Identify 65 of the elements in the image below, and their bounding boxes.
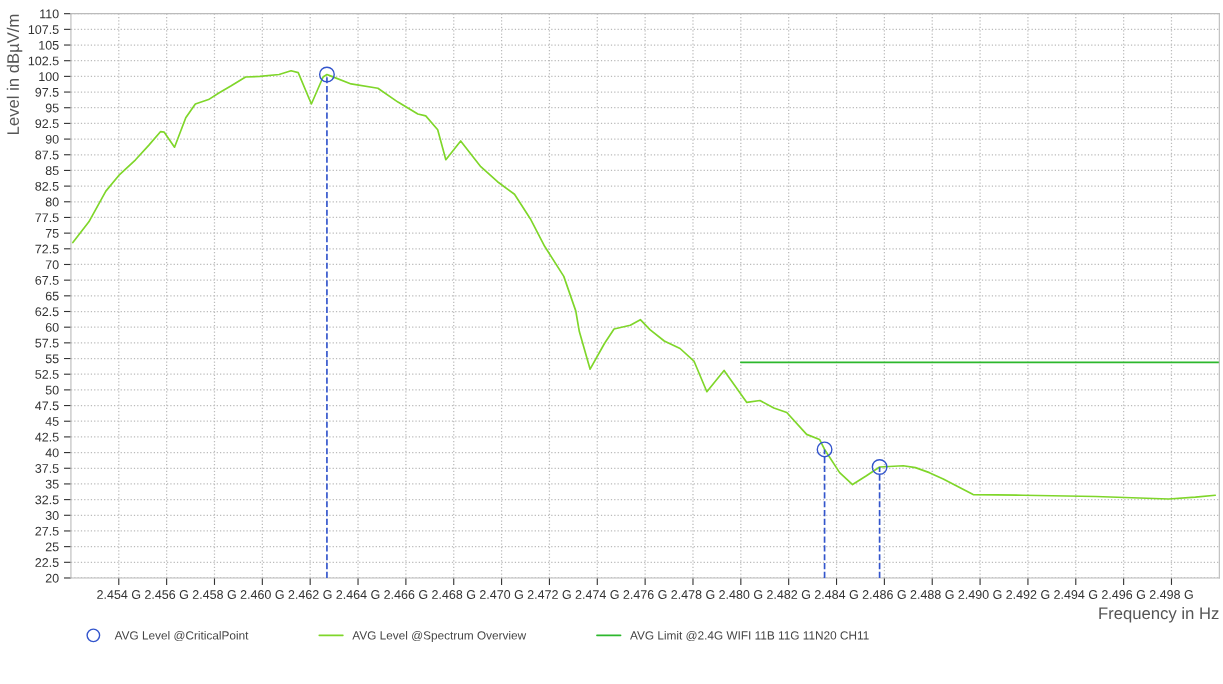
y-tick-label: 45 (45, 417, 59, 426)
x-tick-label: 2.498 G (1149, 590, 1193, 599)
y-tick-label: 40 (45, 448, 59, 458)
y-tick-label: 82.5 (35, 181, 59, 191)
y-tick-label: 60 (45, 322, 59, 332)
x-tick-label: 2.490 G (958, 590, 1002, 599)
x-tick-label: 2.486 G (862, 590, 906, 599)
y-tick-label: 72.5 (35, 244, 59, 254)
y-tick-label: 97.5 (35, 87, 59, 97)
y-tick-label: 65 (45, 291, 59, 301)
y-tick-label: 32.5 (35, 495, 59, 505)
x-tick-label: 2.466 G (384, 590, 428, 599)
x-tick-label: 2.464 G (336, 590, 380, 599)
y-axis-title: Level in dBµV/m (6, 14, 23, 135)
y-tick-label: 47.5 (35, 401, 59, 411)
y-tick-label: 70 (45, 260, 59, 270)
x-tick-label: 2.454 G (97, 590, 141, 599)
y-tick-label: 52.5 (35, 370, 59, 379)
x-tick-label: 2.496 G (1102, 590, 1145, 599)
legend-label: AVG Level @CriticalPoint (114, 630, 249, 642)
y-tick-label: 67.5 (35, 275, 59, 285)
x-tick-label: 2.474 G (575, 590, 619, 599)
y-tick-label: 55 (45, 354, 59, 364)
y-tick-label: 30 (45, 511, 59, 520)
x-tick-label: 2.488 G (910, 590, 954, 599)
y-tick-label: 62.5 (35, 307, 59, 317)
legend-label: AVG Limit @2.4G WIFI 11B 11G 11N20 CH11 (630, 630, 869, 642)
x-tick-label: 2.480 G (719, 590, 763, 599)
y-tick-label: 50 (45, 385, 59, 395)
x-axis-title: Frequency in Hz (1099, 606, 1219, 623)
x-tick-label: 2.484 G (814, 590, 858, 599)
x-tick-label: 2.476 G (623, 590, 667, 599)
y-tick-label: 100 (39, 72, 59, 82)
x-tick-label: 2.458 G (192, 590, 236, 599)
legend-label: AVG Level @Spectrum Overview (352, 630, 527, 642)
x-tick-label: 2.478 G (671, 590, 715, 599)
x-tick-label: 2.472 G (527, 590, 571, 599)
y-tick-label: 27.5 (35, 526, 59, 536)
y-tick-label: 77.5 (35, 213, 59, 223)
y-tick-label: 20 (45, 573, 59, 583)
x-tick-label: 2.468 G (432, 590, 476, 599)
y-tick-label: 57.5 (35, 338, 59, 348)
y-tick-label: 37.5 (35, 464, 59, 473)
y-tick-label: 80 (45, 197, 59, 207)
y-tick-label: 35 (45, 479, 59, 489)
x-tick-label: 2.456 G (145, 590, 188, 599)
y-tick-label: 75 (45, 229, 59, 238)
y-tick-label: 95 (45, 103, 59, 113)
y-tick-label: 107.5 (28, 25, 59, 35)
y-tick-label: 110 (40, 9, 59, 19)
x-tick-label: 2.462 G (288, 590, 332, 599)
x-tick-label: 2.482 G (767, 590, 810, 599)
y-tick-label: 105 (39, 40, 59, 50)
y-tick-label: 42.5 (35, 432, 59, 442)
x-tick-label: 2.470 G (479, 590, 523, 599)
y-tick-label: 102.5 (28, 56, 59, 66)
y-tick-label: 85 (45, 166, 59, 176)
x-tick-label: 2.460 G (240, 590, 284, 599)
y-tick-label: 92.5 (35, 119, 59, 129)
x-tick-label: 2.492 G (1006, 590, 1050, 599)
y-tick-label: 90 (45, 134, 59, 144)
y-tick-label: 25 (45, 542, 59, 552)
y-tick-label: 87.5 (35, 150, 59, 160)
y-tick-label: 22.5 (35, 558, 59, 567)
x-tick-label: 2.494 G (1054, 590, 1098, 599)
